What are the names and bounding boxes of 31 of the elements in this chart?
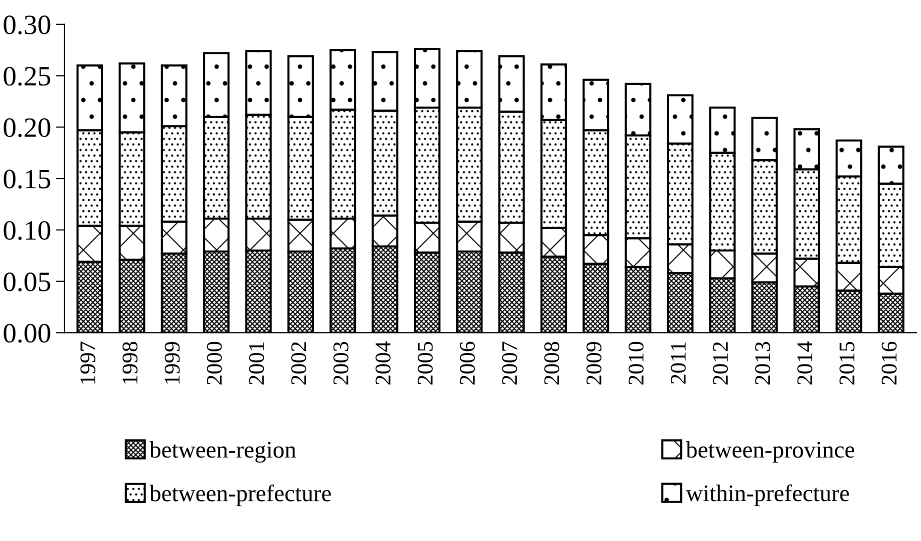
y-tick-label: 0.20 <box>4 118 50 138</box>
x-tick-label: 2011 <box>670 342 686 384</box>
x-tick-label: 1997 <box>80 342 96 384</box>
x-tick-label: 2006 <box>460 342 475 385</box>
x-tick-label: 2012 <box>712 342 728 385</box>
x-tick-label: 2014 <box>797 341 812 385</box>
x-tick-label: 1998 <box>122 342 138 384</box>
y-tick-label: 0.10 <box>4 221 50 240</box>
x-tick-label: 2005 <box>418 342 433 385</box>
x-tick-label: 1999 <box>164 342 180 384</box>
legend-label: between-region <box>149 441 296 463</box>
legend-label: between-prefecture <box>149 484 331 506</box>
x-tick-label: 2002 <box>291 342 306 385</box>
y-tick-label: 0.25 <box>4 66 50 86</box>
x-tick-label: 2008 <box>544 342 560 385</box>
x-tick-label: 2001 <box>249 342 264 385</box>
x-tick-label: 2009 <box>586 342 602 385</box>
x-tick-label: 2007 <box>502 342 518 385</box>
x-tick-label: 2015 <box>839 342 854 385</box>
x-tick-label: 2003 <box>333 342 348 385</box>
x-tick-label: 2010 <box>628 342 644 385</box>
y-tick-label: 0.15 <box>4 170 50 189</box>
x-tick-label: 2016 <box>882 342 897 385</box>
x-tick-label: 2004 <box>376 341 391 385</box>
y-tick-label: 0.05 <box>4 272 50 292</box>
y-tick-label: 0.30 <box>4 16 50 34</box>
x-tick-label: 2000 <box>206 342 222 385</box>
legend-label: within-prefecture <box>686 484 849 506</box>
legend-label: between-province <box>686 441 854 463</box>
y-tick-label: 0.00 <box>4 324 50 343</box>
x-tick-label: 2013 <box>755 342 770 385</box>
